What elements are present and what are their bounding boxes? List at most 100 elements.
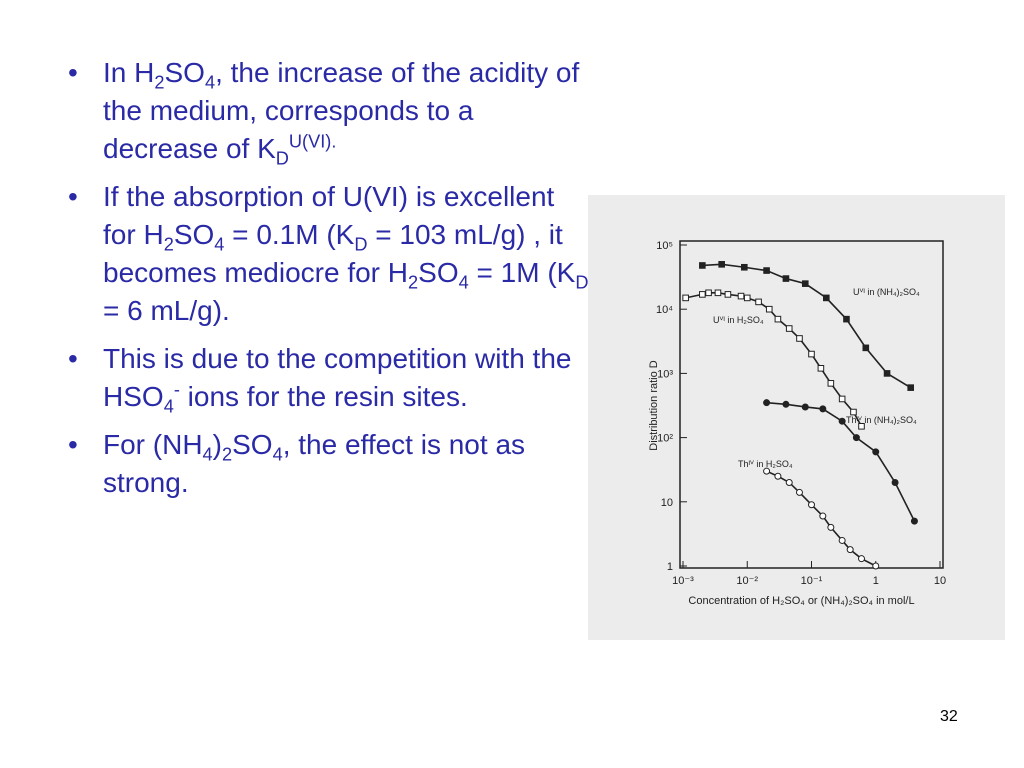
point xyxy=(838,417,846,425)
x-tick-label: 1 xyxy=(873,575,879,587)
point xyxy=(785,325,793,332)
subscript: 2 xyxy=(222,444,233,465)
point xyxy=(819,405,827,413)
point xyxy=(819,512,827,520)
subscript: 4 xyxy=(458,272,469,293)
point xyxy=(910,517,918,525)
point xyxy=(774,315,782,323)
point xyxy=(808,501,815,509)
bullet: For (NH4)2SO4, the effect is not as stro… xyxy=(68,426,593,502)
subscript: D xyxy=(275,148,289,169)
subscript: 2 xyxy=(163,234,174,255)
point xyxy=(907,384,915,391)
point xyxy=(823,294,830,302)
bullet: In H2SO4, the increase of the acidity of… xyxy=(68,54,593,168)
curve-label: Uⱽᴵ in (NH₄)₂SO₄ xyxy=(853,287,920,297)
text-run: In H xyxy=(103,57,155,88)
point xyxy=(782,400,790,408)
point xyxy=(699,262,706,269)
y-tick-label: 1 xyxy=(667,561,673,573)
subscript: 4 xyxy=(214,234,225,255)
page-number: 32 xyxy=(940,708,958,725)
point xyxy=(862,344,870,352)
point xyxy=(827,380,835,387)
text-run: For (NH xyxy=(103,429,203,460)
point xyxy=(808,350,815,358)
point xyxy=(817,365,825,372)
point xyxy=(763,267,770,274)
curve-label: Thᴵⱽ in H₂SO₄ xyxy=(738,459,793,469)
subscript: 4 xyxy=(272,444,283,465)
x-tick-label: 10⁻² xyxy=(736,575,758,587)
point xyxy=(852,434,860,442)
point xyxy=(782,275,790,282)
text-run: , the effect is not as strong. xyxy=(103,429,526,498)
subscript: 2 xyxy=(154,72,165,93)
text-run: SO xyxy=(173,219,215,250)
point xyxy=(801,403,809,411)
point xyxy=(838,536,846,544)
point xyxy=(891,478,899,486)
point xyxy=(850,408,857,416)
curve-label: Uⱽᴵ in H₂SO₄ xyxy=(713,315,764,325)
point xyxy=(801,280,809,287)
point xyxy=(718,261,725,268)
subscript: 2 xyxy=(408,272,419,293)
point xyxy=(827,523,835,531)
point xyxy=(763,399,771,407)
text-run: This is due to the competition with the … xyxy=(103,343,572,412)
subscript: 4 xyxy=(202,444,213,465)
point xyxy=(737,292,745,300)
point xyxy=(682,294,689,302)
text-run: SO xyxy=(164,57,205,88)
x-tick-label: 10 xyxy=(934,575,946,587)
text-run: SO xyxy=(232,429,273,460)
point xyxy=(857,555,865,563)
point xyxy=(796,335,803,342)
point xyxy=(741,263,748,271)
text-run: = 0.1M (K xyxy=(224,219,355,250)
point xyxy=(858,422,865,430)
point xyxy=(699,291,706,298)
subscript: D xyxy=(354,234,368,255)
x-tick-label: 10⁻¹ xyxy=(801,575,823,587)
point xyxy=(838,395,846,403)
point xyxy=(785,478,793,486)
subscript: D xyxy=(575,272,589,293)
text-run: If the absorption of U(VI) is excellent … xyxy=(103,181,555,250)
text-run: = 1M (K xyxy=(468,257,576,288)
y-tick-label: 10⁴ xyxy=(656,304,673,316)
point xyxy=(755,298,762,306)
x-tick-label: 10⁻³ xyxy=(672,575,694,587)
point xyxy=(795,488,803,496)
y-tick-label: 10⁵ xyxy=(656,240,673,252)
point xyxy=(846,546,854,554)
point xyxy=(724,291,732,298)
supscript: - xyxy=(173,379,180,400)
y-axis-label: Distribution ratio D xyxy=(648,360,660,451)
point xyxy=(872,448,880,456)
bullet-list: In H2SO4, the increase of the acidity of… xyxy=(68,54,593,512)
text-run: SO xyxy=(418,257,459,288)
point xyxy=(843,315,850,323)
point xyxy=(883,370,891,377)
point xyxy=(774,472,782,480)
point xyxy=(705,289,712,297)
point xyxy=(872,562,880,570)
y-tick-label: 10² xyxy=(657,433,673,445)
text-run: = 6 mL/g). xyxy=(103,295,230,326)
y-tick-label: 10³ xyxy=(657,368,673,380)
subscript: 4 xyxy=(204,72,216,93)
y-tick-label: 10 xyxy=(661,497,673,509)
point xyxy=(763,467,771,475)
chart: 1 10 10² 10³ 10⁴ 10⁵ 10⁻³ 10⁻² 10⁻¹ 1 10 Concentrat… xyxy=(588,195,1005,640)
bullet: This is due to the competition with the … xyxy=(68,340,593,416)
text-run: = 103 mL/g) , it becomes mediocre for H xyxy=(103,219,563,288)
text-run: ions for the resin sites. xyxy=(179,381,468,412)
series-line xyxy=(685,292,863,427)
curve-label: Thᴵⱽ in (NH₄)₂SO₄ xyxy=(846,415,917,425)
subscript: 4 xyxy=(163,396,174,417)
text-run: ) xyxy=(212,429,222,460)
bullet: If the absorption of U(VI) is excellent … xyxy=(68,178,593,330)
